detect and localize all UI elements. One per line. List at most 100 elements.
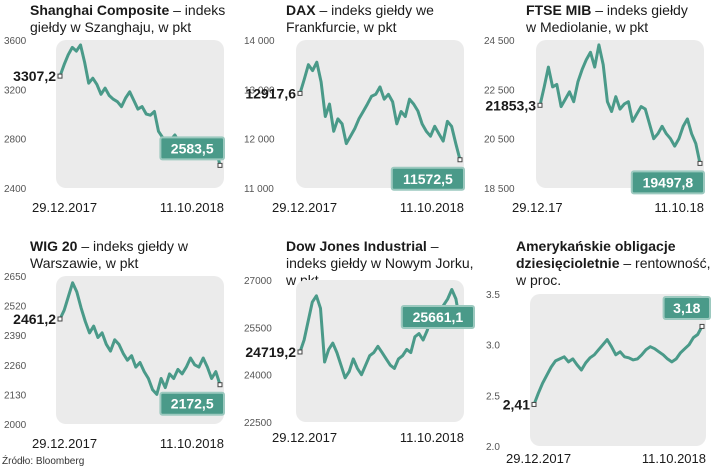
plot-area xyxy=(530,294,706,446)
y-tick-label: 24 500 xyxy=(484,36,515,47)
y-tick-label: 24000 xyxy=(244,371,272,382)
series-line xyxy=(298,60,462,161)
end-point xyxy=(699,323,705,329)
start-value-label: 2,41 xyxy=(503,396,530,412)
start-value-label: 3307,2 xyxy=(13,68,56,84)
x-start-date: 29.12.2017 xyxy=(272,430,337,445)
end-value-label: 19497,8 xyxy=(643,174,694,190)
start-point xyxy=(297,90,303,96)
chart-title-bold: Dow Jones Industrial xyxy=(286,238,427,254)
chart-panel-us-10y-bonds: Amerykańskie obligacje dziesięcioletnie … xyxy=(480,236,720,466)
x-end-date: 11.10.2018 xyxy=(642,451,706,466)
y-tick-label: 22500 xyxy=(244,418,272,429)
chart-panel-shanghai: Shanghai Composite – indeks giełdy w Sza… xyxy=(0,0,240,230)
plot-area xyxy=(296,40,464,188)
y-tick-label: 2520 xyxy=(4,302,27,313)
x-end-date: 11.10.2018 xyxy=(160,436,224,451)
y-tick-label: 2390 xyxy=(4,331,27,342)
end-point xyxy=(217,162,223,168)
y-tick-label: 2.5 xyxy=(486,391,500,402)
start-value-label: 12917,6 xyxy=(245,85,296,101)
x-start-date: 29.12.2017 xyxy=(506,451,571,466)
x-start-date: 29.12.17 xyxy=(512,200,563,215)
start-point xyxy=(57,316,63,322)
x-start-date: 29.12.2017 xyxy=(32,436,97,451)
plot-area xyxy=(536,40,704,188)
x-end-date: 11.10.2018 xyxy=(400,430,464,445)
chart-title-rest: – indeks giełdy w Mediolanie, w pkt xyxy=(526,2,688,35)
start-point xyxy=(57,73,63,79)
y-tick-label: 20 500 xyxy=(484,135,515,146)
start-point xyxy=(531,401,537,407)
series-line xyxy=(58,281,222,396)
y-tick-label: 2.0 xyxy=(486,442,500,453)
chart-title-bold: FTSE MIB xyxy=(526,2,592,18)
start-point xyxy=(537,102,543,108)
plot-area xyxy=(56,40,224,188)
end-value-label: 2583,5 xyxy=(171,140,214,156)
chart-svg: 3.5 3.0 2.5 2.0 2,41 3,18 29.12.2017 11.10.2018 xyxy=(486,290,712,466)
chart-title: DAX – indeks giełdy we Frankfurcie, w pk… xyxy=(286,2,446,36)
end-point xyxy=(217,382,223,388)
y-tick-label: 2260 xyxy=(4,361,27,372)
chart-panel-wig20: WIG 20 – indeks giełdy w Warszawie, w pk… xyxy=(0,236,240,466)
end-value-badge xyxy=(390,166,465,191)
end-value-label: 25661,1 xyxy=(413,309,464,325)
chart-panel-ftse-mib: FTSE MIB – indeks giełdy w Mediolanie, w… xyxy=(480,0,720,230)
chart-title: FTSE MIB – indeks giełdy w Mediolanie, w… xyxy=(526,2,701,36)
end-point xyxy=(697,160,703,166)
y-tick-label: 3600 xyxy=(4,36,27,47)
y-tick-label: 3200 xyxy=(4,85,27,96)
chart-svg: 2650 2520 2390 2260 2130 2000 2461,2 2172,5 29.1… xyxy=(4,272,225,451)
chart-svg: 14 000 13 000 12 000 11 000 12917,6 11572,5 29… xyxy=(244,36,465,215)
y-tick-label: 14 000 xyxy=(244,36,275,47)
end-value-badge xyxy=(630,170,705,195)
chart-title-bold: Amerykańskie obligacje dziesięcioletnie xyxy=(516,238,676,271)
source-note: Źródło: Bloomberg xyxy=(2,456,85,467)
end-value-badge xyxy=(400,305,475,329)
chart-title-rest: – indeks giełdy we Frankfurcie, w pkt xyxy=(286,2,434,35)
y-tick-label: 2130 xyxy=(4,390,27,401)
y-tick-label: 11 000 xyxy=(244,184,274,195)
chart-title-bold: WIG 20 xyxy=(30,238,78,254)
plot-area xyxy=(56,276,224,424)
series-line xyxy=(532,325,704,406)
y-tick-label: 3.5 xyxy=(486,290,500,301)
end-point xyxy=(457,157,463,163)
chart-title: Dow Jones Industrial – indeks giełdy w N… xyxy=(286,238,476,289)
y-tick-label: 2000 xyxy=(4,420,27,431)
end-value-badge xyxy=(159,391,225,416)
y-tick-label: 27000 xyxy=(244,276,272,287)
start-value-label: 2461,2 xyxy=(13,311,56,327)
start-point xyxy=(297,349,303,355)
chart-svg: 27000 25500 24000 22500 24719,2 25661,1 29.12.… xyxy=(244,276,475,445)
chart-title: Shanghai Composite – indeks giełdy w Sza… xyxy=(30,2,230,36)
series-line xyxy=(538,43,702,164)
chart-svg: 3600 3200 2800 2400 3307,2 2583,5 29.12.2017 11… xyxy=(4,36,225,215)
y-tick-label: 12 000 xyxy=(244,135,275,146)
y-tick-label: 3.0 xyxy=(486,341,500,352)
chart-title-bold: DAX xyxy=(286,2,316,18)
end-value-badge xyxy=(159,136,225,161)
chart-title-bold: Shanghai Composite xyxy=(30,2,170,18)
x-end-date: 11.10.2018 xyxy=(400,200,464,215)
chart-panel-dow-jones: Dow Jones Industrial – indeks giełdy w N… xyxy=(240,236,480,466)
y-tick-label: 13 000 xyxy=(244,85,275,96)
x-start-date: 29.12.2017 xyxy=(32,200,97,215)
end-value-label: 2172,5 xyxy=(171,396,214,412)
x-end-date: 11.10.18 xyxy=(654,200,704,215)
start-value-label: 21853,3 xyxy=(485,97,536,113)
x-end-date: 11.10.2018 xyxy=(160,200,224,215)
end-value-label: 11572,5 xyxy=(403,171,453,187)
start-value-label: 24719,2 xyxy=(245,344,296,360)
chart-title-rest: – rentowność, w proc. xyxy=(516,255,711,288)
end-value-badge xyxy=(662,296,712,320)
y-tick-label: 2650 xyxy=(4,272,27,283)
chart-title-rest: – indeks giełdy w Warszawie, w pkt xyxy=(30,238,188,271)
chart-title: WIG 20 – indeks giełdy w Warszawie, w pk… xyxy=(30,238,230,272)
chart-svg: 24 500 22 500 20 500 18 500 21853,3 19497,8 29… xyxy=(484,36,705,215)
x-start-date: 29.12.2017 xyxy=(272,200,337,215)
y-tick-label: 2800 xyxy=(4,135,27,146)
chart-title-rest: – indeks giełdy w Szanghaju, w pkt xyxy=(30,2,226,35)
y-tick-label: 25500 xyxy=(244,323,272,334)
